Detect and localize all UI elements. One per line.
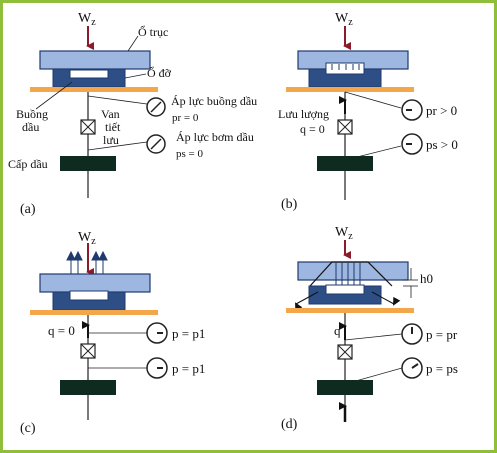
load-label: Wz bbox=[78, 230, 96, 247]
gauge1-leader bbox=[87, 95, 148, 105]
valve-label-3: lưu bbox=[103, 133, 119, 147]
shaft-leader bbox=[127, 35, 139, 52]
gauge1-value: pr = 0 bbox=[172, 112, 199, 124]
panel-label: (b) bbox=[281, 197, 298, 212]
pressure-gauge-icon bbox=[146, 357, 168, 379]
recess-label-1: Buồng bbox=[16, 107, 48, 121]
recess-label-2: dầu bbox=[22, 120, 39, 134]
panel-b: Wz Lưu lượng q = 0 pr > 0 ps > 0 (b) bbox=[278, 11, 458, 212]
oil-pump bbox=[317, 156, 373, 171]
gauge1-value: p = p1 bbox=[172, 326, 205, 341]
base-plate bbox=[30, 87, 158, 92]
gauge2-title: Áp lực bơm dầu bbox=[176, 130, 254, 144]
load-label: Wz bbox=[78, 11, 96, 28]
pressure-envelope bbox=[309, 261, 393, 287]
oil-recess bbox=[69, 69, 109, 79]
gauge2-value: ps = 0 bbox=[176, 148, 203, 160]
flow-label: q = 0 bbox=[48, 323, 75, 338]
throttle-valve-icon bbox=[80, 119, 96, 135]
leak-arrow-left bbox=[295, 291, 319, 312]
throttle-valve-icon bbox=[80, 343, 96, 359]
pressure-gauge-icon bbox=[401, 357, 423, 379]
load-label: Wz bbox=[335, 225, 353, 242]
shaft bbox=[39, 273, 151, 293]
pressure-gauge-icon bbox=[401, 133, 423, 155]
base-plate bbox=[286, 308, 414, 313]
pressure-gauge-icon bbox=[146, 134, 166, 154]
pressure-arrows bbox=[331, 64, 360, 70]
supply-label: Cấp dầu bbox=[8, 157, 48, 171]
pressure-gauge-icon bbox=[146, 322, 168, 344]
pressure-gauge-icon bbox=[401, 99, 423, 121]
gap-dimension bbox=[403, 268, 418, 298]
load-label: Wz bbox=[335, 11, 353, 28]
oil-recess bbox=[325, 62, 365, 75]
gauge1-value: pr > 0 bbox=[426, 103, 457, 118]
panel-label: (d) bbox=[281, 417, 298, 432]
pressure-arrows bbox=[66, 250, 108, 296]
base-plate bbox=[286, 87, 414, 92]
panel-a: Wz Ổ trục Ổ đỡ Buồng dầu Van tiết lưu Áp… bbox=[8, 11, 257, 217]
panel-d: Wz h0 q p = pr bbox=[281, 225, 458, 432]
panel-label: (c) bbox=[20, 421, 36, 436]
gauge1-title: Áp lực buồng dầu bbox=[171, 94, 257, 108]
gauge1-value: p = pr bbox=[426, 327, 458, 342]
flow-label-1: Lưu lượng bbox=[278, 107, 329, 121]
pressure-gauge-icon bbox=[146, 97, 166, 117]
bearing-label: Ổ đỡ bbox=[147, 65, 172, 80]
gauge1-leader bbox=[344, 91, 402, 109]
shaft bbox=[39, 50, 151, 70]
bearing-leader bbox=[124, 73, 147, 79]
gauge1-leader bbox=[344, 333, 403, 341]
oil-pump bbox=[60, 156, 116, 171]
shaft bbox=[297, 261, 409, 281]
panel-label: (a) bbox=[20, 202, 36, 217]
oil-pump bbox=[317, 380, 373, 395]
gap-label: h0 bbox=[420, 271, 433, 286]
oil-recess bbox=[325, 284, 365, 295]
valve-label-2: tiết bbox=[105, 120, 121, 134]
throttle-valve-icon bbox=[337, 119, 353, 135]
gauge2-leader bbox=[87, 141, 148, 151]
oil-pump bbox=[60, 380, 116, 395]
flow-label: q bbox=[334, 323, 341, 338]
gauge2-value: p = p1 bbox=[172, 361, 205, 376]
shaft-label: Ổ trục bbox=[138, 24, 168, 39]
base-plate bbox=[30, 310, 158, 315]
panel-c: Wz q = 0 p = p1 p = p1 (c) bbox=[20, 230, 205, 436]
leak-arrow-right bbox=[371, 291, 401, 306]
flow-label-2: q = 0 bbox=[300, 122, 325, 136]
gauge2-value: p = ps bbox=[426, 361, 458, 376]
valve-label-1: Van bbox=[101, 107, 120, 121]
oil-recess bbox=[69, 290, 109, 301]
gauge2-value: ps > 0 bbox=[426, 137, 458, 152]
throttle-valve-icon bbox=[337, 344, 353, 360]
recess-leader bbox=[35, 81, 73, 110]
pressure-gauge-icon bbox=[401, 323, 423, 345]
